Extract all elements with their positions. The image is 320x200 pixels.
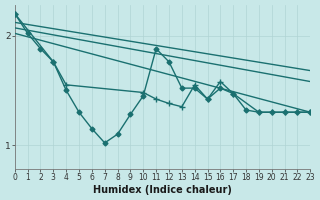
X-axis label: Humidex (Indice chaleur): Humidex (Indice chaleur)	[93, 185, 232, 195]
